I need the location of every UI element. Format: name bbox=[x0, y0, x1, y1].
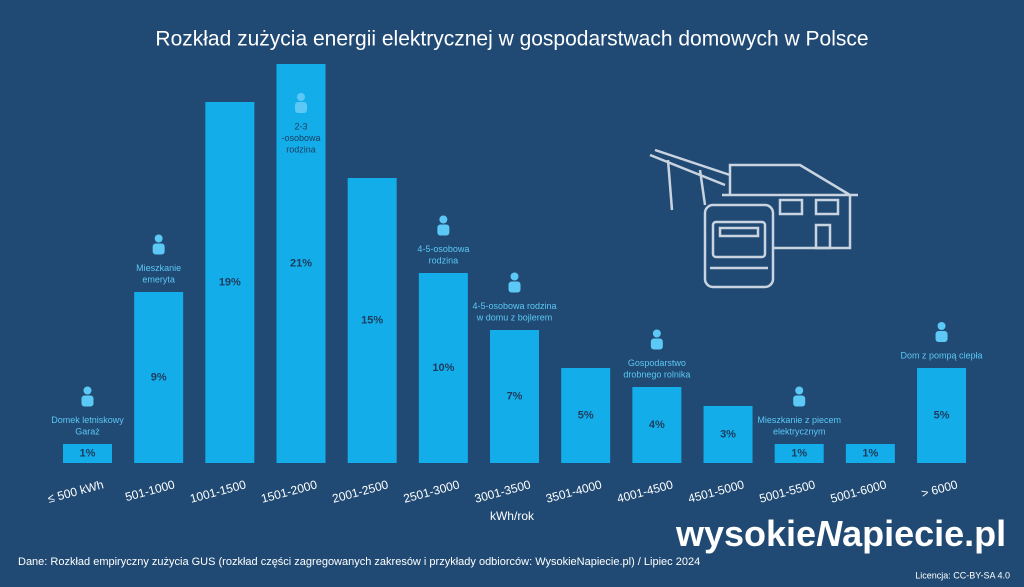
value-label: 1% bbox=[791, 447, 807, 459]
brand-part: wysokie bbox=[675, 513, 816, 554]
icon bbox=[297, 93, 306, 101]
bar bbox=[845, 444, 895, 463]
annotation: elektrycznym bbox=[773, 426, 826, 436]
icon bbox=[937, 322, 946, 330]
bar bbox=[917, 368, 967, 463]
annotation: rodzina bbox=[286, 144, 316, 154]
license: Licencja: CC-BY-SA 4.0 bbox=[915, 570, 1010, 580]
value-label: 3% bbox=[720, 428, 736, 440]
brand-logo: wysokieNapiecie.pl bbox=[675, 513, 1006, 554]
bar bbox=[205, 102, 255, 463]
icon bbox=[650, 338, 663, 350]
bar bbox=[703, 406, 753, 463]
annotation: 2-3 bbox=[295, 121, 308, 131]
annotation: Mieszkanie bbox=[136, 263, 181, 273]
icon bbox=[652, 329, 661, 338]
icon bbox=[437, 224, 450, 236]
value-label: 9% bbox=[151, 371, 167, 383]
icon bbox=[439, 215, 448, 224]
icon bbox=[154, 234, 163, 243]
x-axis-label: kWh/rok bbox=[490, 509, 535, 523]
annotation: rodzina bbox=[429, 255, 459, 265]
icon bbox=[152, 243, 165, 255]
bar bbox=[63, 444, 112, 463]
value-label: 1% bbox=[80, 447, 96, 459]
value-label: 21% bbox=[290, 257, 312, 269]
icon bbox=[508, 281, 521, 293]
bar bbox=[490, 330, 540, 463]
icon bbox=[81, 395, 94, 407]
bar bbox=[774, 444, 824, 463]
source-note: Dane: Rozkład empiryczny zużycia GUS (ro… bbox=[18, 556, 700, 568]
value-label: 7% bbox=[507, 390, 523, 402]
value-label: 10% bbox=[432, 362, 454, 374]
value-label: 15% bbox=[361, 314, 383, 326]
chart-title: Rozkład zużycia energii elektrycznej w g… bbox=[155, 28, 868, 51]
bar bbox=[276, 64, 326, 463]
icon bbox=[510, 272, 519, 281]
bar bbox=[632, 387, 682, 463]
annotation: emeryta bbox=[142, 274, 175, 284]
value-label: 5% bbox=[934, 409, 950, 421]
icon bbox=[295, 102, 308, 113]
annotation: drobnego rolnika bbox=[623, 369, 690, 379]
annotation: Mieszkanie z piecem bbox=[757, 415, 841, 425]
annotation: Dom z pompą ciepła bbox=[901, 350, 983, 360]
brand-part: apiecie.pl bbox=[842, 513, 1006, 554]
annotation: w domu z bojlerem bbox=[476, 312, 553, 322]
bar bbox=[134, 292, 184, 463]
brand-part: N bbox=[816, 513, 843, 554]
value-label: 19% bbox=[219, 276, 241, 288]
bar bbox=[347, 178, 397, 463]
annotation: Garaż bbox=[75, 426, 100, 436]
annotation: Gospodarstwo bbox=[628, 358, 686, 368]
value-label: 4% bbox=[649, 419, 665, 431]
value-label: 5% bbox=[578, 409, 594, 421]
icon bbox=[795, 386, 804, 395]
icon bbox=[83, 386, 92, 395]
annotation: -osobowa bbox=[281, 133, 320, 143]
annotation: Domek letniskowy bbox=[51, 415, 124, 425]
bar bbox=[418, 273, 468, 463]
value-label: 1% bbox=[862, 447, 878, 459]
icon bbox=[935, 331, 948, 342]
bar bbox=[561, 368, 611, 463]
annotation: 4-5-osobowa rodzina bbox=[472, 301, 556, 311]
annotation: 4-5-osobowa bbox=[417, 244, 469, 254]
icon bbox=[793, 395, 806, 407]
illustration bbox=[649, 148, 858, 289]
